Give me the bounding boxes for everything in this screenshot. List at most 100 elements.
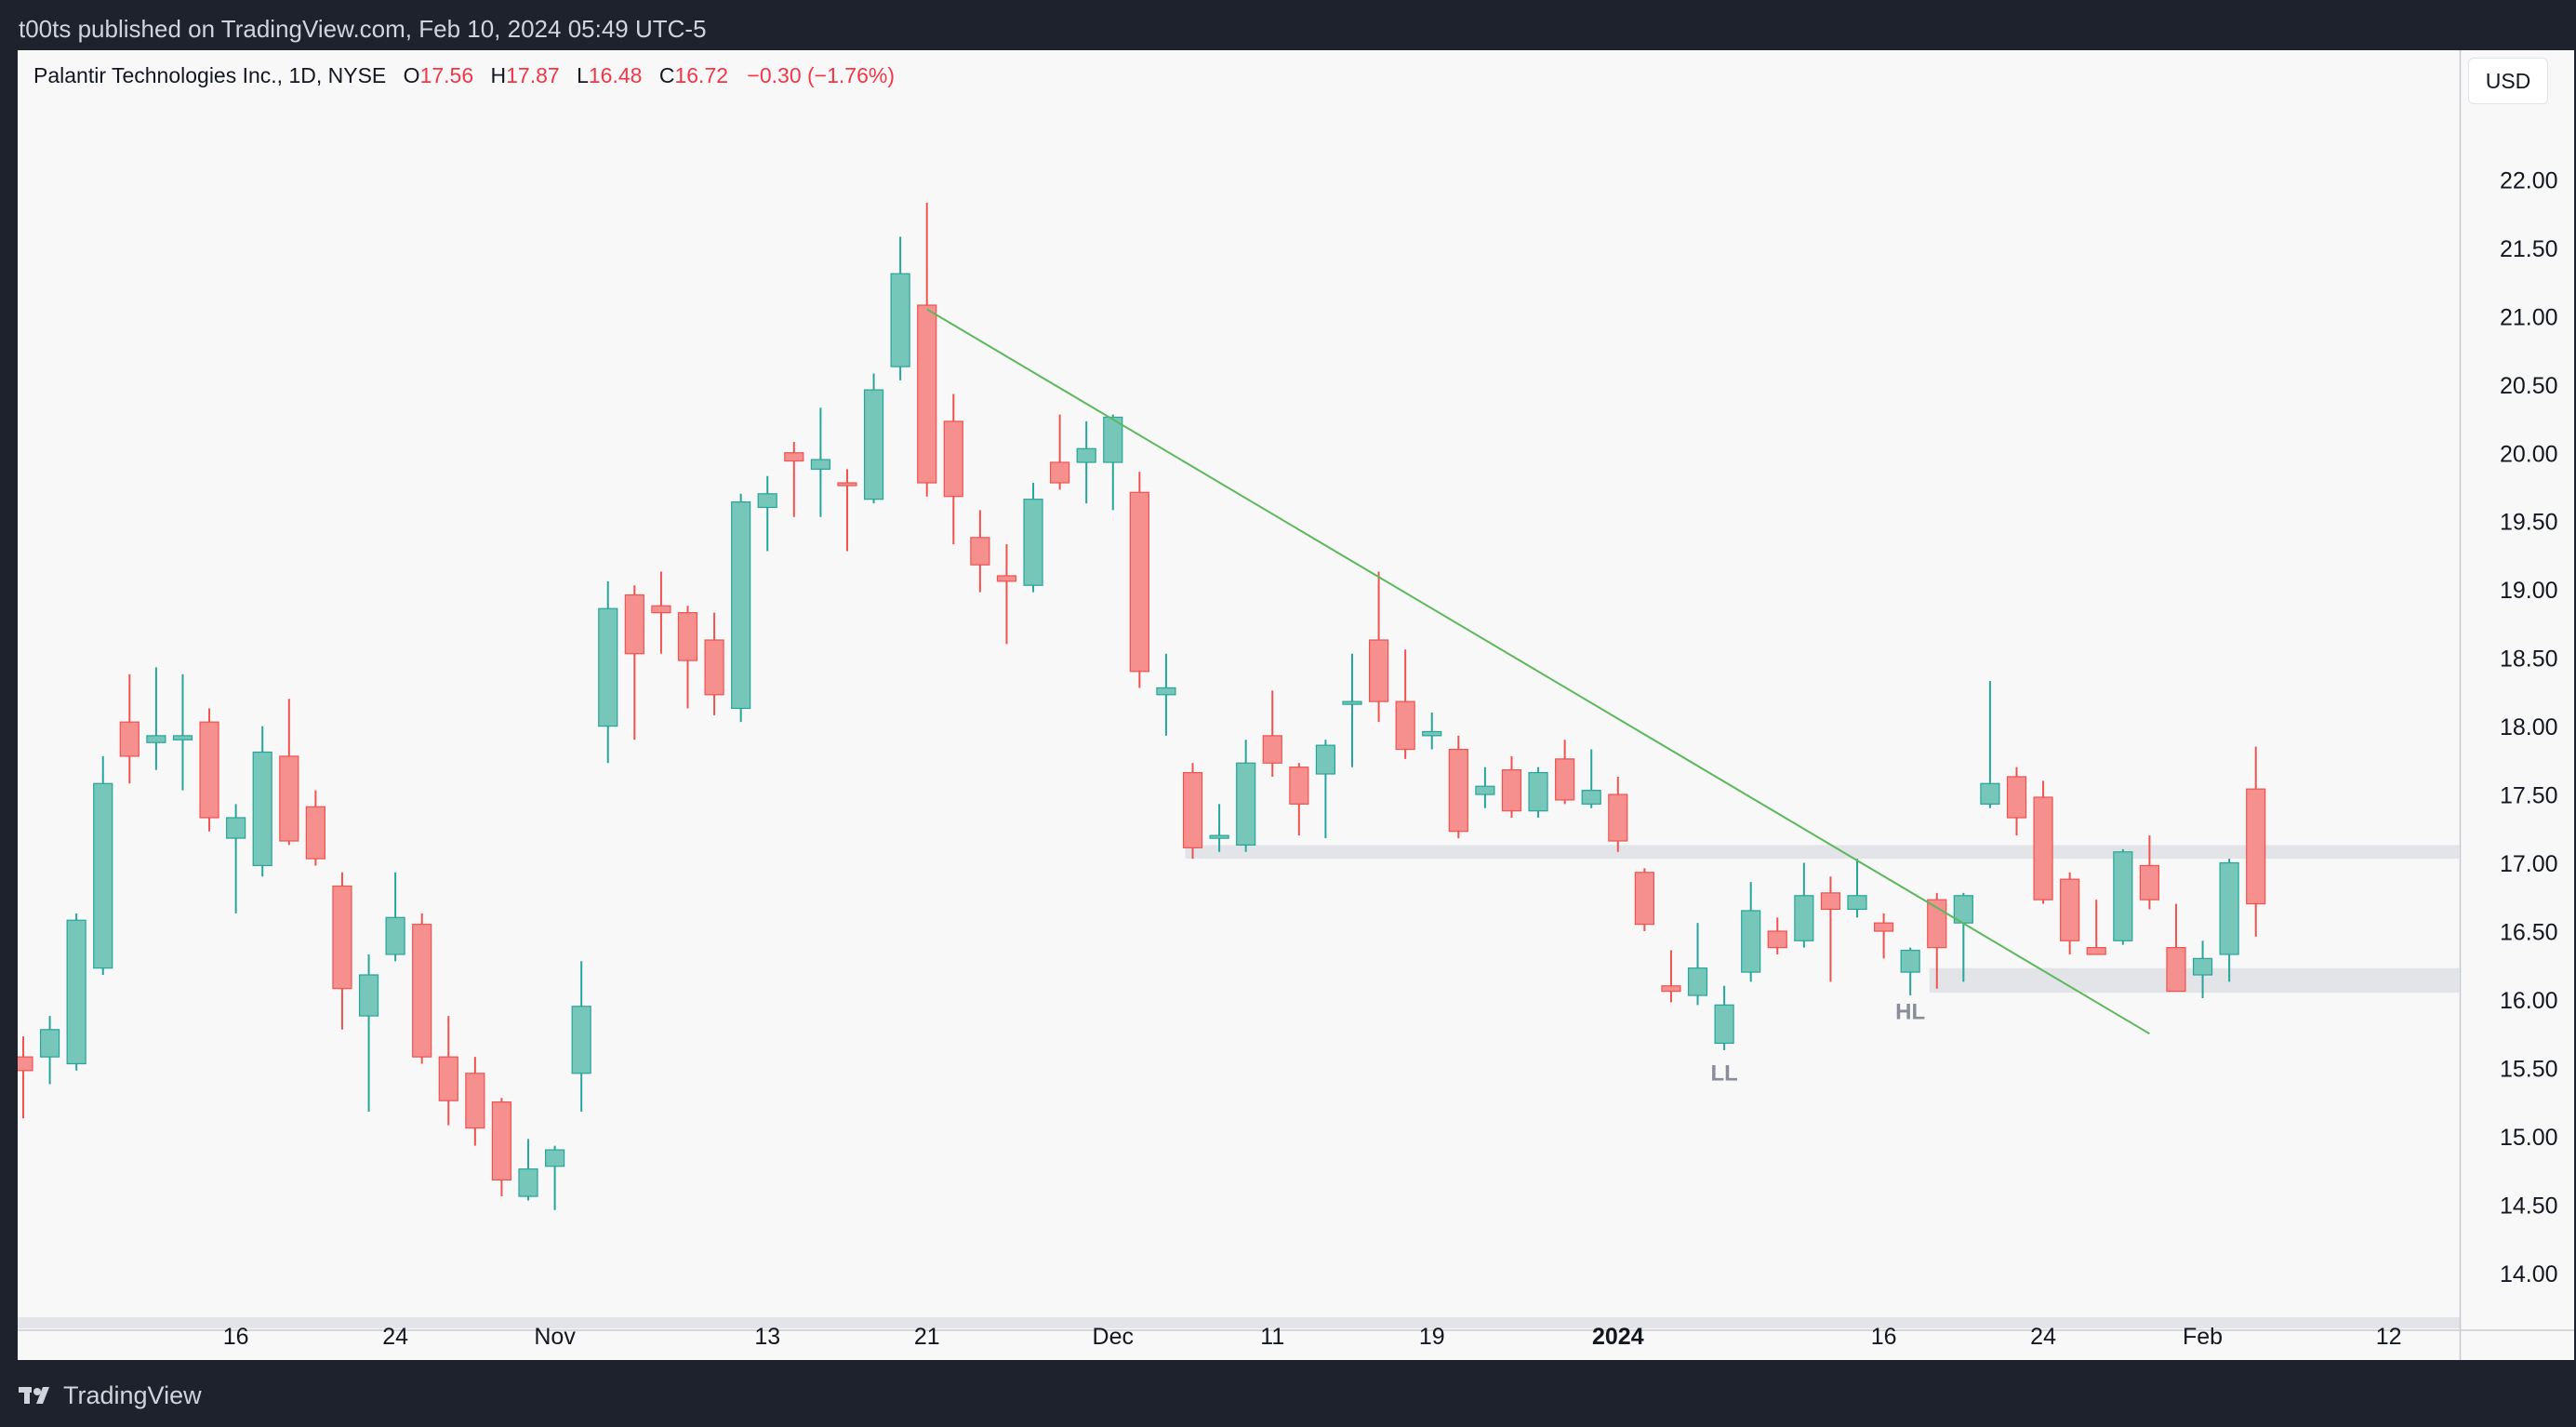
candle-up[interactable] (172, 735, 193, 740)
candle-down[interactable] (119, 721, 139, 757)
price-axis-label: 16.00 (2500, 988, 2558, 1014)
candle-down[interactable] (1448, 748, 1468, 833)
candle-down[interactable] (279, 755, 299, 842)
candle-up[interactable] (252, 751, 272, 867)
candle-down[interactable] (624, 593, 644, 655)
candle-down[interactable] (1555, 758, 1575, 801)
candle-up[interactable] (1422, 730, 1442, 737)
support-zone[interactable] (1185, 845, 2460, 860)
candle-down[interactable] (332, 885, 352, 990)
candle-up[interactable] (810, 459, 831, 470)
candle-up[interactable] (1342, 700, 1362, 705)
candle-down[interactable] (1050, 461, 1070, 484)
candle-up[interactable] (1475, 785, 1495, 795)
tradingview-logo[interactable]: TradingView (19, 1379, 202, 1412)
candle-up[interactable] (1794, 895, 1814, 941)
candle-up[interactable] (1687, 967, 1708, 996)
candle-down[interactable] (1661, 985, 1681, 993)
candle-up[interactable] (1315, 744, 1336, 775)
candle-up[interactable] (890, 273, 910, 367)
candle-up[interactable] (1209, 834, 1229, 839)
candle-up[interactable] (2113, 851, 2133, 941)
candle-up[interactable] (1156, 687, 1176, 696)
candle-up[interactable] (544, 1149, 565, 1167)
time-axis-label: Dec (1093, 1324, 1134, 1350)
candle-down[interactable] (2033, 796, 2053, 900)
candle-down[interactable] (2246, 788, 2266, 905)
price-axis-label: 18.00 (2500, 714, 2558, 740)
candle-down[interactable] (1262, 735, 1282, 764)
time-axis-label: 13 (754, 1324, 780, 1350)
candle-down[interactable] (784, 452, 804, 462)
candle-down[interactable] (305, 806, 325, 860)
candle-up[interactable] (571, 1006, 591, 1074)
candle-up[interactable] (1741, 910, 1761, 973)
candle-down[interactable] (837, 482, 857, 487)
candle-down[interactable] (2086, 947, 2106, 955)
candle-up[interactable] (2192, 957, 2213, 976)
candle-down[interactable] (1395, 700, 1415, 751)
currency-button[interactable]: USD (2468, 58, 2548, 104)
candle-up[interactable] (1023, 499, 1043, 586)
candle-down[interactable] (1820, 892, 1841, 911)
symbol-title[interactable]: Palantir Technologies Inc., 1D, NYSE (33, 63, 387, 87)
candle-down[interactable] (199, 721, 219, 819)
candle-up[interactable] (358, 974, 379, 1017)
candle-up[interactable] (731, 501, 751, 710)
candle-down[interactable] (2139, 864, 2159, 900)
candle-down[interactable] (2166, 947, 2186, 993)
candle-down[interactable] (1368, 639, 1389, 702)
candle-up[interactable] (1900, 949, 1920, 973)
candle-up[interactable] (146, 735, 166, 743)
candle-down[interactable] (1608, 794, 1628, 842)
candle-down[interactable] (2006, 776, 2027, 819)
candle-up[interactable] (518, 1168, 538, 1197)
candle-down[interactable] (13, 1056, 33, 1072)
candle-down[interactable] (1634, 872, 1654, 926)
candle-down[interactable] (1873, 922, 1894, 932)
candle-down[interactable] (1289, 767, 1309, 805)
candle-up[interactable] (863, 389, 884, 500)
candle-up[interactable] (757, 493, 777, 509)
candle-down[interactable] (412, 924, 432, 1058)
time-axis-label: 11 (1260, 1324, 1284, 1350)
candle-up[interactable] (1980, 782, 2000, 805)
candle-down[interactable] (1927, 899, 1947, 949)
candle-up[interactable] (39, 1029, 60, 1058)
candle-up[interactable] (1076, 447, 1096, 463)
price-axis-label: 15.50 (2500, 1056, 2558, 1082)
candle-up[interactable] (226, 817, 246, 839)
candle-down[interactable] (1501, 769, 1522, 812)
time-axis-label: 24 (382, 1324, 408, 1350)
candle-up[interactable] (1847, 895, 1867, 911)
candle-up[interactable] (385, 916, 405, 955)
candle-down[interactable] (1182, 771, 1203, 848)
candle-down[interactable] (996, 575, 1017, 582)
candle-up[interactable] (1581, 790, 1601, 805)
time-axis-label: 16 (223, 1324, 249, 1350)
candle-down[interactable] (1767, 930, 1787, 949)
candle-down[interactable] (677, 612, 698, 661)
downtrend-line[interactable] (926, 308, 2150, 1035)
candle-up[interactable] (1528, 771, 1548, 812)
candlestick-chart[interactable]: LLHL22.0021.5021.0020.5020.0019.5019.001… (13, 50, 2574, 1360)
candle-down[interactable] (438, 1056, 458, 1101)
candle-up[interactable] (1236, 762, 1256, 847)
candle-down[interactable] (917, 304, 937, 484)
candle-up[interactable] (93, 782, 113, 969)
candle-down[interactable] (2060, 878, 2080, 941)
candle-down[interactable] (465, 1073, 485, 1129)
candle-down[interactable] (704, 639, 724, 696)
candle-up[interactable] (66, 919, 86, 1065)
candle-down[interactable] (943, 420, 963, 498)
candle-up[interactable] (1714, 1004, 1734, 1045)
candle-down[interactable] (970, 537, 990, 566)
candle-up[interactable] (1103, 416, 1123, 463)
low-value: 16.48 (588, 63, 643, 87)
chart-area[interactable]: LL HL 22.00 21.50 21.00 20.50 20.00 19.50 19.00 1… (13, 50, 2574, 1360)
candle-down[interactable] (491, 1101, 512, 1181)
candle-up[interactable] (598, 607, 618, 727)
candle-down[interactable] (1129, 491, 1149, 673)
candle-down[interactable] (651, 605, 671, 614)
candle-up[interactable] (2219, 861, 2239, 955)
